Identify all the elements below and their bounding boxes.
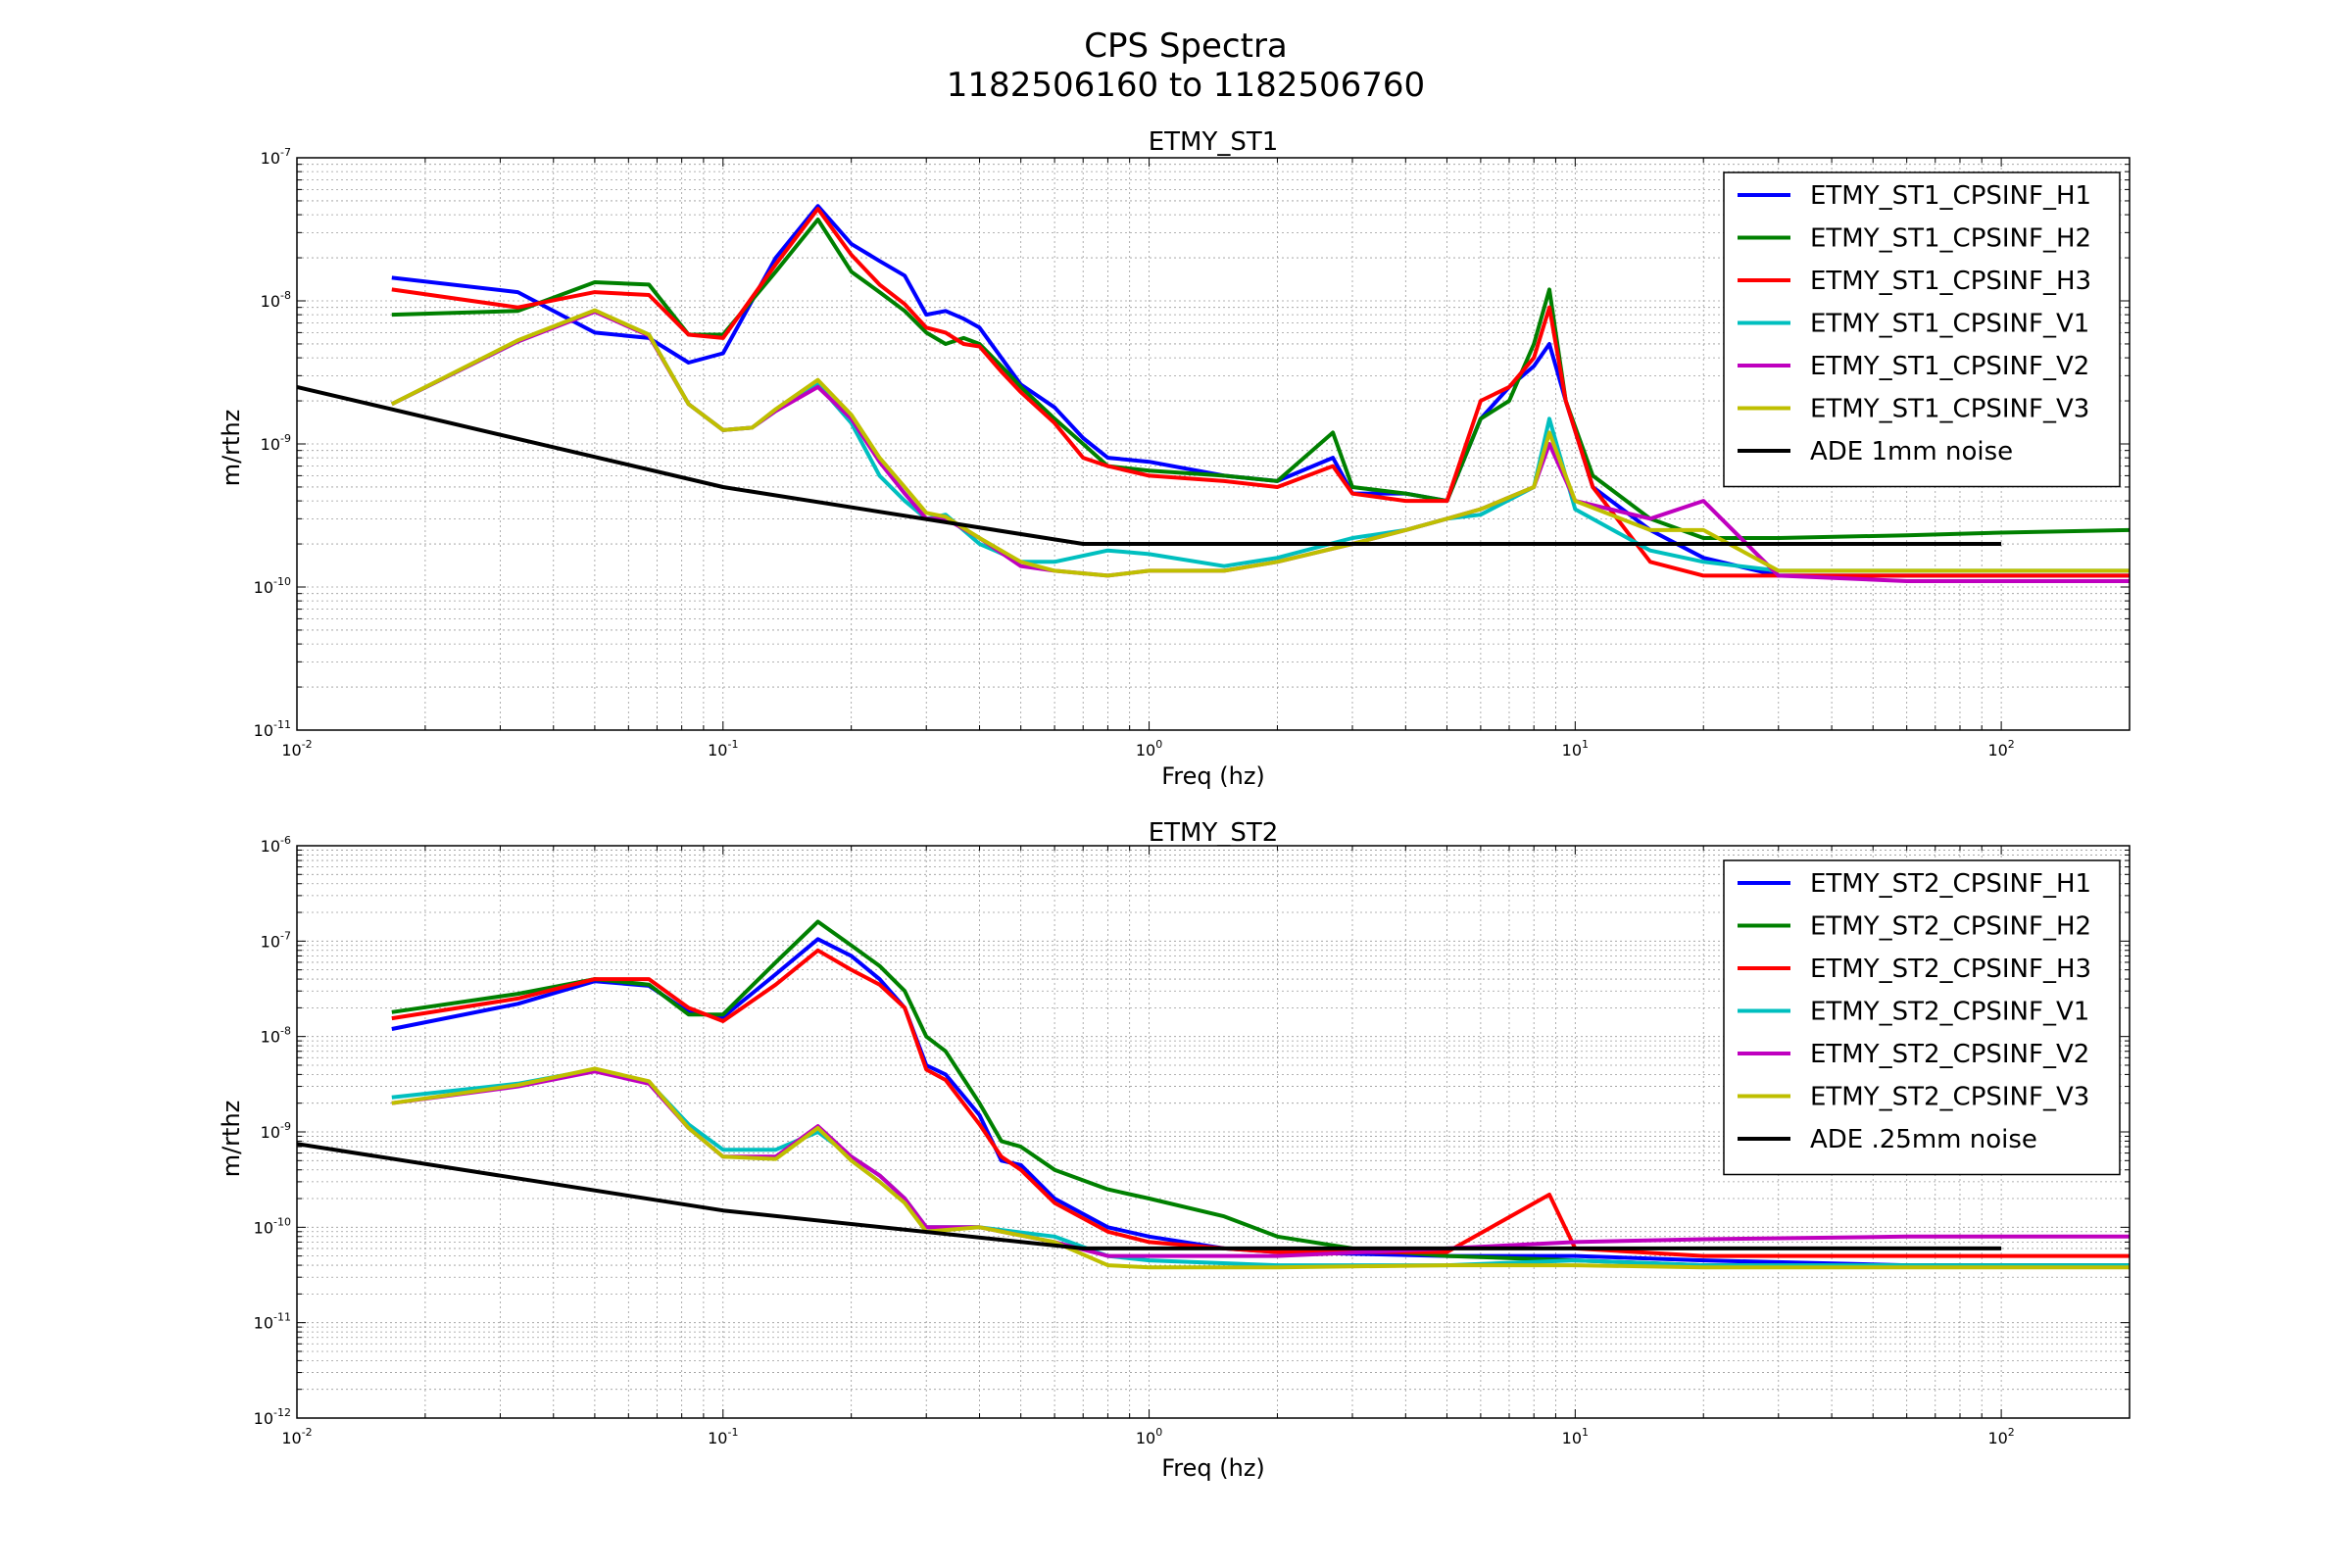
y-tick-label: 10-9 [261,1120,291,1142]
y-tick-label: 10-11 [254,718,291,740]
x-axis-label: Freq (hz) [1161,762,1265,790]
y-axis-label: m/rthz [218,1101,245,1178]
figure-title-line1: CPS Spectra [1084,26,1288,66]
x-tick-label: 101 [1562,738,1589,760]
legend-label: ADE 1mm noise [1810,437,2013,466]
y-tick-label: 10-11 [254,1311,291,1333]
y-tick-label: 10-7 [261,146,291,168]
x-tick-label: 101 [1562,1426,1589,1447]
legend-label: ETMY_ST1_CPSINF_H3 [1810,267,2091,296]
y-tick-label: 10-8 [261,289,291,311]
legend: ETMY_ST2_CPSINF_H1 ETMY_ST2_CPSINF_H2 ETMY… [1723,859,2121,1176]
y-tick-label: 10-10 [254,575,291,597]
series-line-ade-25mm-noise [297,1142,2002,1250]
legend-label: ETMY_ST2_CPSINF_H3 [1810,955,2091,984]
y-tick-label: 10-8 [261,1025,291,1047]
x-tick-label: 100 [1136,738,1162,760]
axis-ticks [296,157,2131,731]
y-tick-label: 10-12 [254,1406,291,1428]
series-line-etmy-st2-cpsinf-h3 [391,948,2130,1258]
legend-label: ETMY_ST2_CPSINF_H1 [1810,869,2091,899]
y-axis-label: m/rthz [218,410,245,487]
legend-box [1723,172,2121,488]
legend-label: ETMY_ST1_CPSINF_V1 [1810,310,2089,339]
axes-frame [296,845,2131,1419]
figure-title-line2: 1182506160 to 1182506760 [947,66,1425,105]
y-tick-label: 10-9 [261,432,291,454]
series-line-etmy-st1-cpsinf-h3 [391,207,2130,578]
plot-etmy-st1: ETMY_ST1 Freq (hz) m/rthz 10-2 10-1 100 101… [218,127,2131,790]
plot-title: ETMY_ST2 [1149,818,1279,848]
legend-label: ETMY_ST1_CPSINF_V3 [1810,395,2089,424]
x-axis-label: Freq (hz) [1161,1454,1265,1482]
x-tick-label: 102 [1987,738,2014,760]
y-tick-label: 10-6 [261,834,291,856]
legend-box [1723,859,2121,1176]
legend-label: ADE .25mm noise [1810,1125,2037,1154]
x-tick-label: 102 [1987,1426,2014,1447]
legend-label: ETMY_ST2_CPSINF_V3 [1810,1083,2089,1112]
legend-label: ETMY_ST1_CPSINF_H1 [1810,181,2091,211]
x-tick-label: 10-2 [281,1426,312,1447]
legend-label: ETMY_ST2_CPSINF_V1 [1810,998,2089,1027]
legend-label: ETMY_ST2_CPSINF_V2 [1810,1040,2089,1069]
legend-label: ETMY_ST1_CPSINF_H2 [1810,224,2091,254]
series-group [297,204,2130,583]
y-tick-label: 10-10 [254,1215,291,1237]
series-line-ade-1mm-noise [297,384,2002,546]
axes-frame [296,157,2131,731]
legend-label: ETMY_ST1_CPSINF_V2 [1810,352,2089,381]
x-tick-label: 100 [1136,1426,1162,1447]
x-tick-label: 10-1 [708,1426,738,1447]
legend: ETMY_ST1_CPSINF_H1 ETMY_ST1_CPSINF_H2 ETMY… [1723,172,2121,488]
y-tick-label: 10-7 [261,929,291,951]
x-tick-label: 10-1 [708,738,738,760]
x-tick-label: 10-2 [281,738,312,760]
plot-etmy-st2: ETMY_ST2 Freq (hz) m/rthz 10-2 10-1 100 101… [218,818,2131,1482]
series-group [297,919,2130,1270]
series-line-etmy-st1-cpsinf-v3 [390,308,2130,578]
plot-title: ETMY_ST1 [1149,127,1279,157]
legend-label: ETMY_ST2_CPSINF_H2 [1810,912,2091,942]
